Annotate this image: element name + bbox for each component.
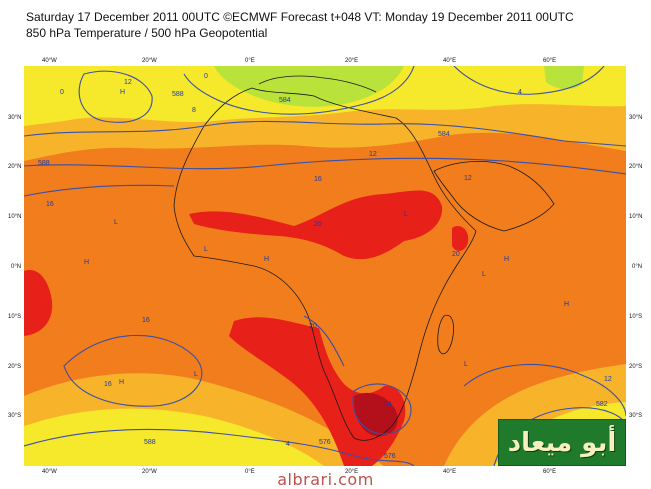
contour-label: 4 <box>286 441 290 448</box>
contour-label: 12 <box>464 175 472 182</box>
lat-label-right: 20°N <box>629 164 643 170</box>
contour-6 <box>63 334 203 407</box>
contour-label: 16 <box>104 381 112 388</box>
lat-label-left: 0°N <box>11 264 22 270</box>
low-marker: L <box>464 361 468 368</box>
field-green-north <box>214 66 404 107</box>
lon-label-top: 0°E <box>245 58 255 64</box>
lon-label-bottom: 60°E <box>543 469 557 475</box>
contour-label: 12 <box>369 151 377 158</box>
contour-9 <box>463 363 626 417</box>
high-marker: H <box>504 256 509 263</box>
contour-label: 588 <box>38 160 50 167</box>
contour-label: 584 <box>279 97 291 104</box>
low-marker: L <box>404 211 408 218</box>
lon-label-bottom: 0°E <box>245 469 255 475</box>
contour-2 <box>24 120 626 147</box>
contour-lines <box>24 66 626 466</box>
lat-label-right: 0°N <box>632 264 643 270</box>
contour-label: 588 <box>172 91 184 98</box>
contour-label: 0 <box>204 73 208 80</box>
low-marker: L <box>114 219 118 226</box>
lat-label-right: 10°N <box>629 214 643 220</box>
lat-label-left: 10°N <box>8 214 22 220</box>
contour-label: 20 <box>452 251 460 258</box>
contour-label: 20 <box>314 221 322 228</box>
contour-3 <box>24 157 626 175</box>
contour-label: 582 <box>596 401 608 408</box>
contour-5 <box>453 66 605 95</box>
contour-7 <box>24 429 415 466</box>
contour-label: 16 <box>46 201 54 208</box>
lon-label-top: 20°E <box>345 58 359 64</box>
high-marker: H <box>120 89 125 96</box>
coast-africa <box>173 87 477 441</box>
lon-label-bottom: 20°W <box>142 469 157 475</box>
field-green-ne <box>544 66 584 90</box>
contour-label: 588 <box>144 439 156 446</box>
high-marker: H <box>264 256 269 263</box>
lat-label-left: 10°S <box>8 314 22 320</box>
field-red-horn <box>452 225 469 251</box>
lat-label-left: 30°S <box>8 413 22 419</box>
contour-label: 8 <box>192 107 196 114</box>
field-dark-red <box>353 392 398 437</box>
title-line-1: Saturday 17 December 2011 00UTC ©ECMWF F… <box>26 10 574 24</box>
field-red-south <box>229 317 406 466</box>
lat-label-right: 30°N <box>629 115 643 121</box>
contour-8 <box>352 383 412 435</box>
lat-label-left: 20°S <box>8 364 22 370</box>
contour-label: 576 <box>384 453 396 460</box>
coast-madagascar <box>437 314 454 355</box>
lat-label-right: 30°S <box>629 413 643 419</box>
lon-label-bottom: 40°W <box>42 469 57 475</box>
logo-text: أبو ميعاد <box>507 427 617 458</box>
contour-label: 4 <box>518 89 522 96</box>
contour-label: 20 <box>309 323 317 330</box>
contour-label: 12 <box>604 376 612 383</box>
contour-12 <box>303 315 345 367</box>
lon-label-top: 20°W <box>142 58 157 64</box>
contour-label: 0 <box>60 89 64 96</box>
map-title: Saturday 17 December 2011 00UTC ©ECMWF F… <box>26 9 636 41</box>
footer-site-link[interactable]: albrari.com <box>277 470 374 489</box>
lat-label-left: 20°N <box>8 164 22 170</box>
contour-label: 16 <box>314 176 322 183</box>
title-line-2: 850 hPa Temperature / 500 hPa Geopotenti… <box>26 26 268 40</box>
contour-label: 12 <box>124 79 132 86</box>
watermark-logo: أبو ميعاد <box>498 419 626 466</box>
lat-label-left: 30°N <box>8 115 22 121</box>
contour-1 <box>78 70 153 123</box>
coast-med <box>258 75 377 93</box>
high-marker: H <box>119 379 124 386</box>
coast-arabia <box>433 161 555 232</box>
lon-label-top: 60°E <box>543 58 557 64</box>
contour-label: 584 <box>438 131 450 138</box>
field-red-west <box>24 270 53 336</box>
low-marker: L <box>204 246 208 253</box>
contour-label: 24 <box>384 401 392 408</box>
low-marker: L <box>482 271 486 278</box>
lat-label-right: 10°S <box>629 314 643 320</box>
contour-4 <box>183 66 415 115</box>
weather-map[interactable]: 588 584 588 584 582 588 576 576 570 582 … <box>24 66 626 466</box>
coastlines <box>173 75 555 441</box>
pressure-markers: H L H L H L H L H L H L <box>84 89 569 386</box>
high-marker: H <box>564 301 569 308</box>
low-marker: L <box>194 371 198 378</box>
field-red-sahel <box>189 190 443 260</box>
lon-label-top: 40°W <box>42 58 57 64</box>
contour-11 <box>24 184 175 197</box>
lon-label-top: 40°E <box>443 58 457 64</box>
lon-label-bottom: 20°E <box>345 469 359 475</box>
lon-label-bottom: 40°E <box>443 469 457 475</box>
contour-label: 576 <box>319 439 331 446</box>
contour-label: 16 <box>142 317 150 324</box>
high-marker: H <box>84 259 89 266</box>
field-yellow-south <box>24 408 324 466</box>
lat-label-right: 20°S <box>629 364 643 370</box>
